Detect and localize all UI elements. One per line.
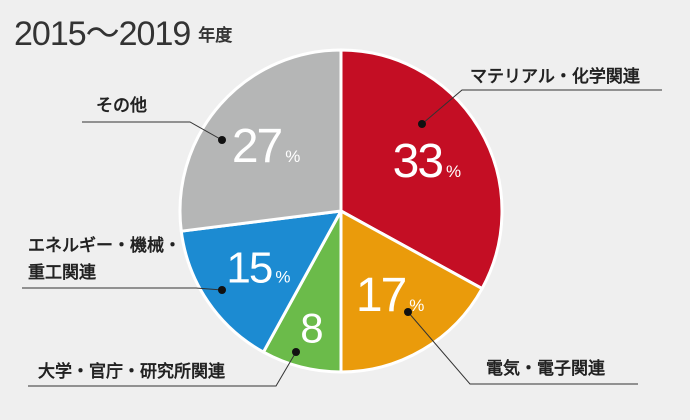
value-label-electric: 17%: [356, 269, 425, 322]
value-label-materials: 33%: [393, 135, 462, 188]
leader-line-energy: [22, 287, 223, 291]
value-label-other: 27%: [232, 120, 301, 173]
label-electric: 電気・電子関連: [486, 359, 605, 379]
leader-dot-university: [292, 348, 300, 356]
pie-slice-electric: [339, 209, 484, 374]
value-label-energy: 15%: [226, 244, 290, 293]
label-energy-line2: 重工関連: [28, 263, 96, 283]
pie-slice-other: [178, 48, 343, 233]
leader-dot-other: [218, 136, 226, 144]
leader-dot-energy: [218, 286, 226, 294]
leader-line-materials: [421, 89, 662, 125]
pie-slice-materials: [339, 48, 504, 291]
title-years: 2015～2019: [14, 15, 191, 53]
label-other: その他: [96, 96, 147, 116]
leader-dot-electric: [404, 308, 412, 316]
leader-line-other: [82, 121, 223, 141]
label-materials: マテリアル・化学関連: [470, 67, 640, 87]
label-university: 大学・官庁・研究所関連: [38, 362, 225, 382]
title-suffix: 年度: [198, 26, 233, 46]
leader-line-electric: [407, 311, 638, 385]
label-energy-line1: エネルギー・機械・: [28, 236, 181, 256]
pie-slice-energy: [179, 209, 343, 354]
leader-dot-materials: [418, 120, 426, 128]
value-label-university: 8: [300, 305, 322, 352]
chart-title: 2015～2019 年度: [14, 6, 232, 55]
leader-line-university: [28, 351, 297, 387]
